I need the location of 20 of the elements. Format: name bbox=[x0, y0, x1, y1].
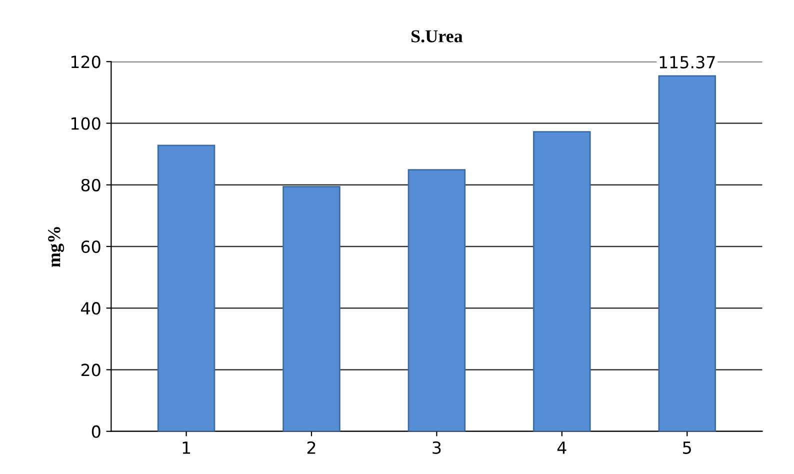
data-label: 115.37 bbox=[660, 56, 715, 68]
y-tick-label: 60 bbox=[81, 240, 100, 254]
bar bbox=[533, 131, 591, 432]
y-tick-label: 100 bbox=[71, 117, 100, 130]
y-tick-label: 80 bbox=[81, 178, 100, 192]
y-tick-label: 20 bbox=[81, 364, 100, 376]
y-tick-label: 0 bbox=[92, 425, 100, 438]
x-tick-label: 5 bbox=[683, 442, 691, 454]
x-tick-label: 4 bbox=[557, 442, 566, 454]
bar bbox=[157, 144, 216, 432]
y-tick-label: 120 bbox=[71, 56, 100, 68]
chart-title: S.Urea bbox=[411, 30, 463, 42]
x-tick-label: 2 bbox=[307, 441, 316, 454]
y-axis-title: mg% bbox=[48, 227, 64, 268]
bar bbox=[658, 75, 716, 432]
bar bbox=[408, 169, 466, 432]
x-tick-label: 1 bbox=[182, 442, 190, 454]
x-tick-label: 3 bbox=[432, 441, 441, 454]
y-tick-label: 40 bbox=[81, 302, 100, 315]
bar bbox=[282, 186, 340, 432]
